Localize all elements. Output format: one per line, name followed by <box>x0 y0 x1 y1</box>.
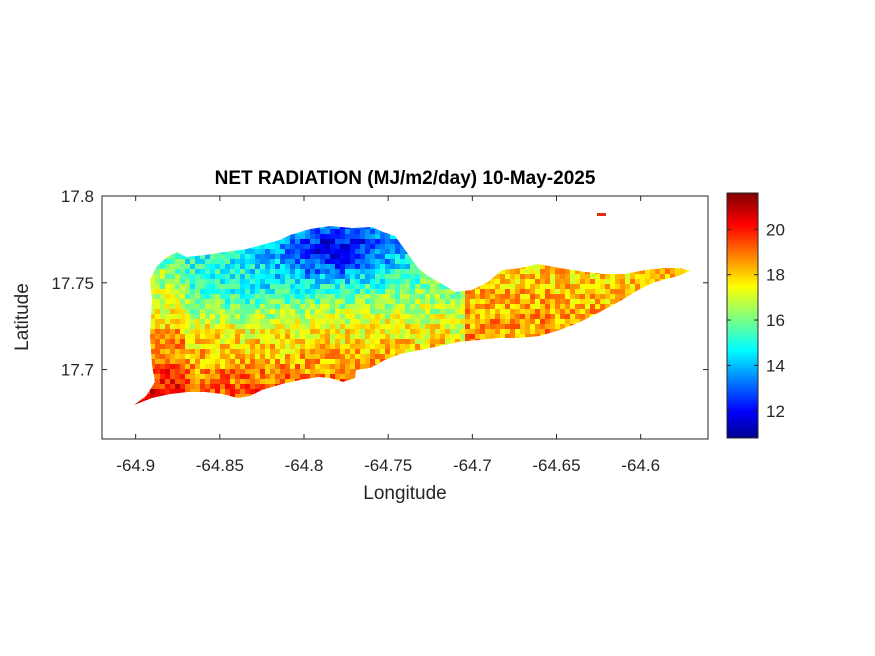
chart-title: NET RADIATION (MJ/m2/day) 10-May-2025 <box>215 168 596 189</box>
x-tick-label: -64.9 <box>116 456 155 475</box>
colorbar-tick-label: 18 <box>766 266 785 285</box>
x-axis-label: Longitude <box>363 483 446 504</box>
colorbar-ticks: 20 18 16 14 12 <box>727 220 785 421</box>
colorbar-tick-label: 14 <box>766 356 785 375</box>
x-tick-label: -64.8 <box>285 456 324 475</box>
x-tick-label: -64.85 <box>196 456 244 475</box>
x-tick-label: -64.75 <box>364 456 412 475</box>
y-axis: 17.8 17.75 17.7 <box>51 187 708 380</box>
y-tick-label: 17.75 <box>51 274 94 293</box>
y-axis-label: Latitude <box>12 283 33 351</box>
y-tick-label: 17.8 <box>61 187 94 206</box>
colorbar-tick-label: 20 <box>766 220 785 239</box>
colorbar-tick-label: 12 <box>766 402 785 421</box>
x-tick-label: -64.65 <box>532 456 580 475</box>
colorbar-tick-label: 16 <box>766 311 785 330</box>
colorbar <box>726 192 759 439</box>
x-tick-label: -64.7 <box>453 456 492 475</box>
x-tick-label: -64.6 <box>621 456 660 475</box>
y-tick-label: 17.7 <box>61 361 94 380</box>
islet <box>597 213 606 216</box>
x-axis: -64.9 -64.85 -64.8 -64.75 -64.7 -64.65 -64.6 <box>116 196 660 475</box>
